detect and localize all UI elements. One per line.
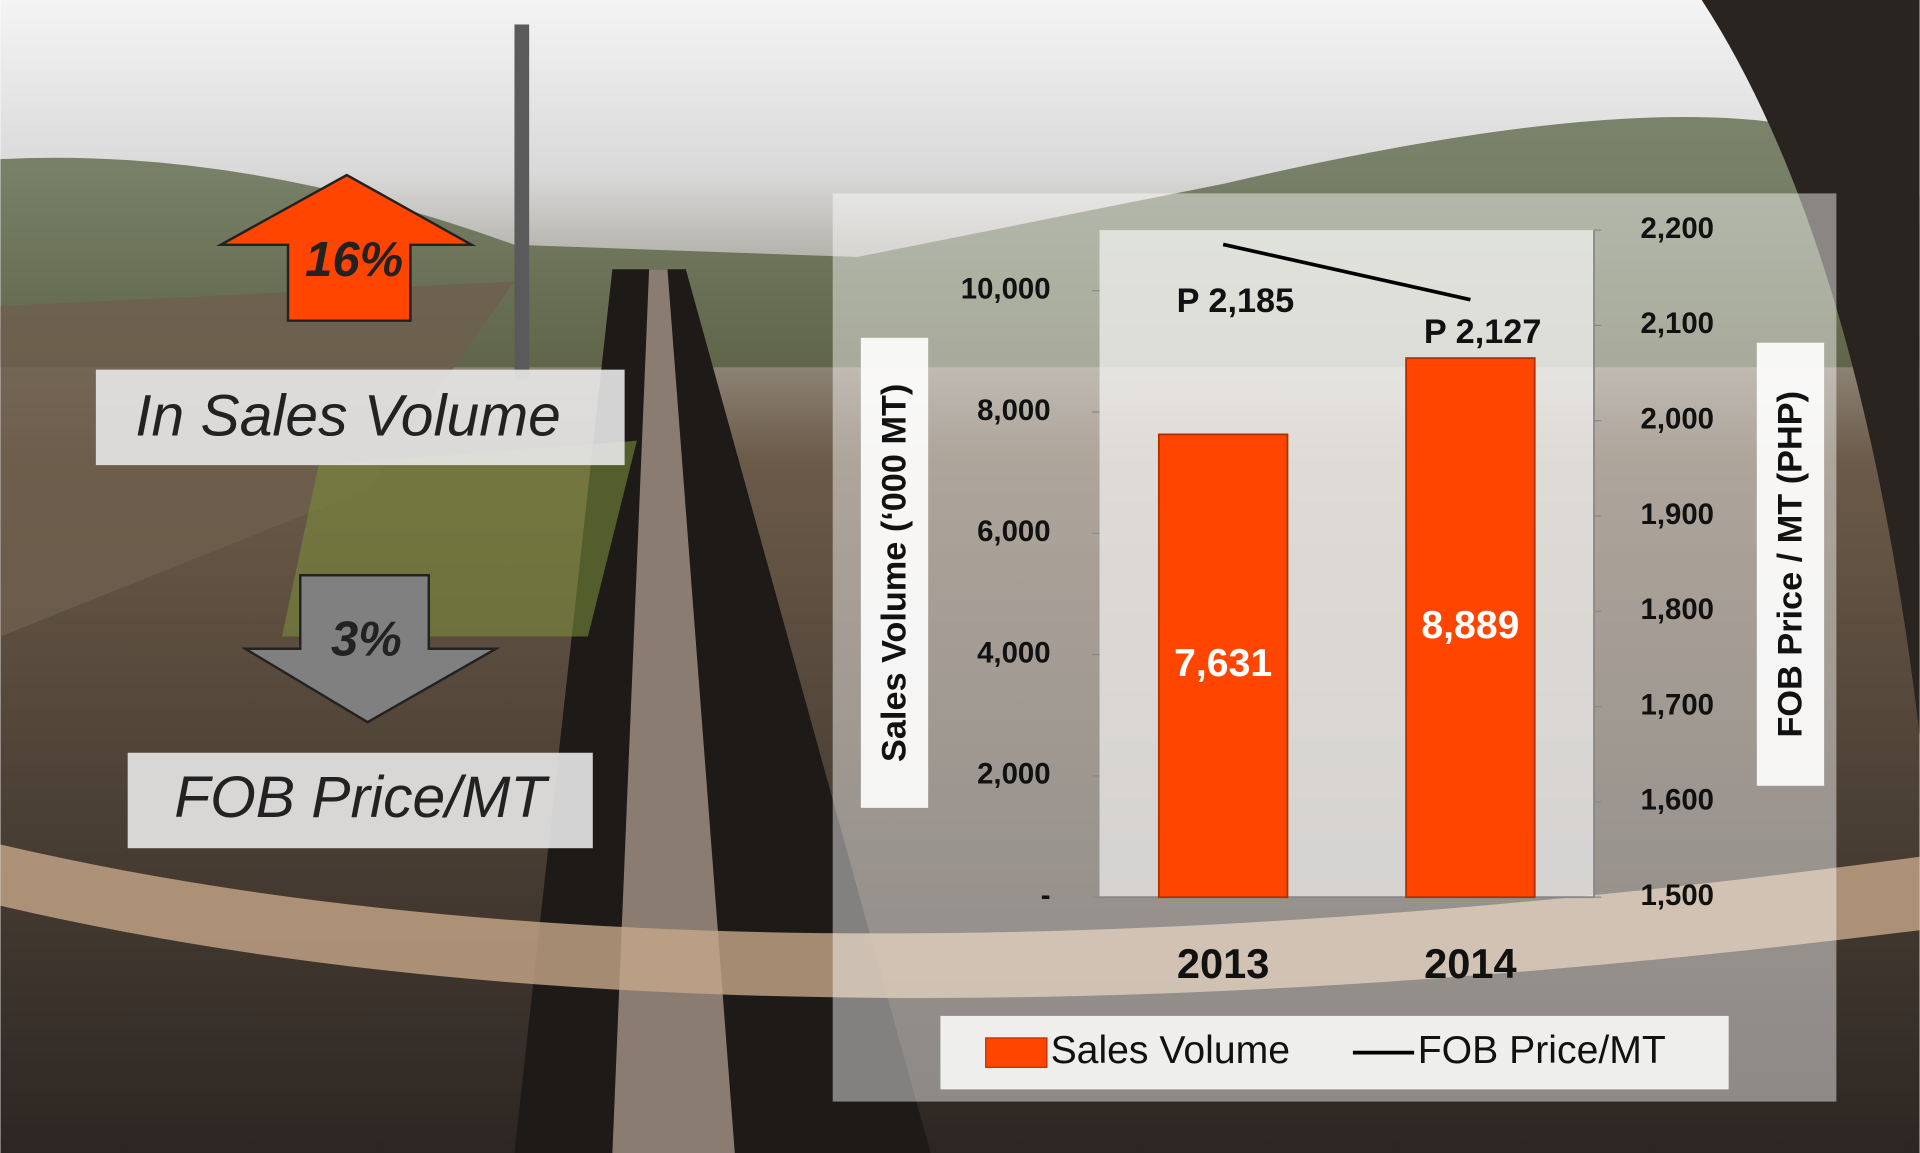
callout-box xyxy=(95,369,625,466)
x-tick-label: 2014 xyxy=(1424,940,1517,987)
y2-tick-label: 1,700 xyxy=(1641,688,1714,721)
legend-label: FOB Price/MT xyxy=(1418,1029,1666,1072)
data-label: P 2,127 xyxy=(1424,313,1542,351)
annotation: 16% xyxy=(305,233,403,287)
y2-tick-label: 1,500 xyxy=(1641,879,1714,912)
data-label: 7,631 xyxy=(1174,642,1272,685)
y-tick-label: 2,000 xyxy=(977,758,1050,791)
legend-label: Sales Volume xyxy=(1051,1029,1290,1072)
annotation: In Sales Volume xyxy=(135,383,561,448)
y-tick-label: 6,000 xyxy=(977,515,1050,548)
up-arrow xyxy=(215,173,477,322)
axis-label-box xyxy=(1756,342,1825,786)
y2-tick-label: 2,200 xyxy=(1641,212,1714,245)
data-label: P 2,185 xyxy=(1177,282,1295,320)
legend-swatch xyxy=(985,1037,1048,1068)
down-arrow xyxy=(240,574,501,724)
axis-label-box xyxy=(860,337,929,808)
bar xyxy=(1157,433,1289,899)
y2-tick-label: 1,600 xyxy=(1641,784,1714,817)
data-label: 8,889 xyxy=(1421,604,1519,647)
line xyxy=(1222,242,1471,302)
y2-tick-label: 2,000 xyxy=(1641,402,1714,435)
y2-tick-label: 1,800 xyxy=(1641,593,1714,626)
annotation: FOB Price/MT xyxy=(174,765,550,830)
y-tick-label: 8,000 xyxy=(977,394,1050,427)
y2-tick-label: 2,100 xyxy=(1641,307,1714,340)
y-axis-label: Sales Volume (‘000 MT) xyxy=(875,384,913,762)
y-tick-label: 4,000 xyxy=(977,636,1050,669)
y2-axis-label: FOB Price / MT (PHP) xyxy=(1771,391,1809,738)
annotation: 3% xyxy=(331,613,402,667)
y2-tick-label: 1,900 xyxy=(1641,498,1714,531)
y-tick-label: - xyxy=(1041,879,1051,912)
y-tick-label: 10,000 xyxy=(961,273,1051,306)
callout-box xyxy=(127,752,593,849)
legend-box xyxy=(940,1015,1729,1090)
x-tick-label: 2013 xyxy=(1177,940,1270,987)
bar xyxy=(1405,357,1536,899)
callouts: 16% In Sales Volume 3% FOB Price/MT xyxy=(95,173,625,849)
